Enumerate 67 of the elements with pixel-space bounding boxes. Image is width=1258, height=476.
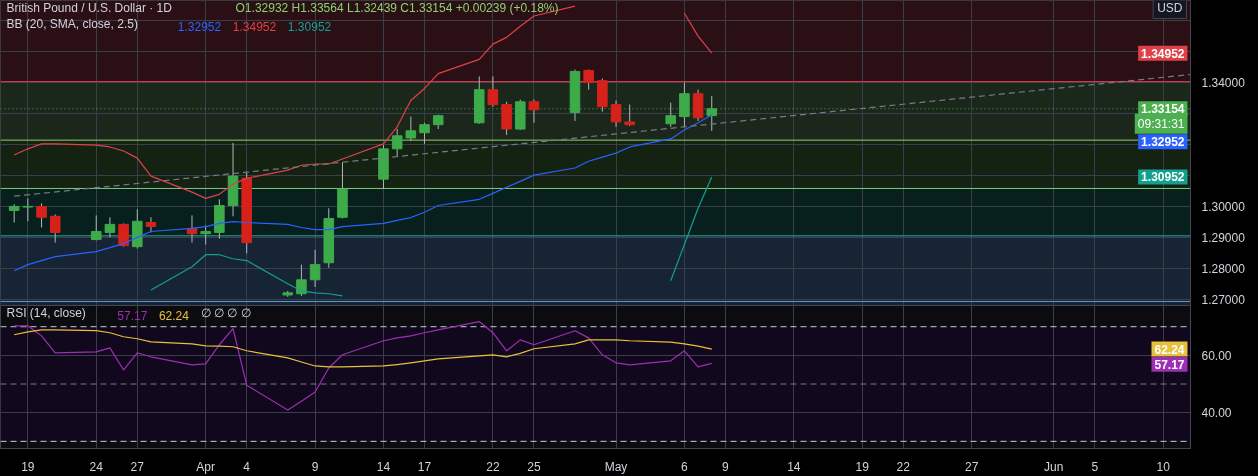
annotation: 1.30952 (1141, 170, 1185, 185)
annotation: 57.17 (1154, 357, 1185, 372)
text: 1.30952 (287, 19, 332, 34)
chart-subtitle: O1.32932 H1.33564 L1.32439 C1.33154 +0.00239 (+0.18%) (235, 0, 559, 15)
candlestick (36, 202, 47, 228)
x-tick-label: Jun (1044, 459, 1064, 474)
x-tick-label: 14 (376, 459, 391, 474)
x-tick-label: 10 (1156, 459, 1171, 474)
x-tick-label: 14 (787, 459, 801, 474)
chart-title: British Pound / U.S. Dollar · 1D (6, 0, 173, 15)
x-tick-label: 9 (311, 459, 319, 474)
y-tick-label: 60.00 (1201, 348, 1232, 363)
legend-title: RSI (14, close) (6, 305, 86, 320)
annotation: USD (1157, 0, 1183, 15)
x-tick-label: 19 (855, 459, 870, 474)
text: 1.34952 (232, 19, 277, 34)
candlestick (49, 213, 61, 244)
x-tick-label: 4 (243, 459, 251, 474)
candlestick (200, 225, 211, 245)
candlestick (624, 104, 635, 127)
candlestick (104, 216, 116, 238)
text: 57.17 (117, 308, 148, 323)
candlestick (679, 82, 690, 128)
x-tick-label: 6 (681, 459, 689, 474)
annotation: 62.24 (1154, 342, 1185, 357)
x-tick-label: May (604, 459, 628, 474)
text: 62.24 (158, 308, 189, 323)
candlestick (296, 264, 307, 297)
line-series (13, 320, 713, 411)
y-tick-label: 1.29000 (1201, 230, 1246, 245)
candlestick (528, 99, 540, 124)
text: 1.32952 (177, 19, 222, 34)
ref-line-label: 1.33154 (1141, 102, 1185, 117)
candlestick (145, 216, 157, 233)
x-tick-label: 25 (527, 459, 541, 474)
y-tick-label: 1.34000 (1201, 76, 1246, 91)
candlestick (22, 197, 34, 222)
y-tick-label: 1.27000 (1201, 292, 1246, 307)
x-tick-label: 27 (964, 459, 979, 474)
line-series (13, 329, 713, 368)
candlestick (487, 75, 499, 108)
candlestick (405, 116, 417, 142)
y-tick-label: 40.00 (1201, 406, 1232, 421)
annotation: 1.32952 (1141, 135, 1185, 150)
candlestick (8, 203, 20, 224)
x-tick-label: 22 (896, 459, 911, 474)
annotation: 09:31:31 (1137, 116, 1185, 131)
annotation: 1.34952 (1141, 46, 1185, 61)
y-tick-label: 1.30000 (1201, 199, 1246, 214)
candlestick (419, 122, 430, 145)
x-tick-label: Apr (196, 459, 216, 474)
x-tick-label: 27 (130, 459, 145, 474)
x-tick-label: 5 (1091, 459, 1099, 474)
candlestick (610, 100, 622, 128)
x-tick-label: 22 (486, 459, 500, 474)
x-tick-label: 24 (89, 459, 104, 474)
x-tick-label: 9 (722, 459, 730, 474)
candlestick (391, 128, 403, 158)
candlestick (309, 249, 321, 288)
y-tick-label: 1.28000 (1201, 261, 1246, 276)
legend-title: BB (20, SMA, close, 2.5) (6, 16, 138, 31)
candlestick (706, 95, 718, 132)
x-tick-label: 19 (21, 459, 35, 474)
annotation: ∅ ∅ ∅ ∅ (200, 305, 251, 320)
x-tick-label: 17 (417, 459, 432, 474)
candlestick (665, 102, 677, 128)
candlestick (90, 214, 102, 241)
